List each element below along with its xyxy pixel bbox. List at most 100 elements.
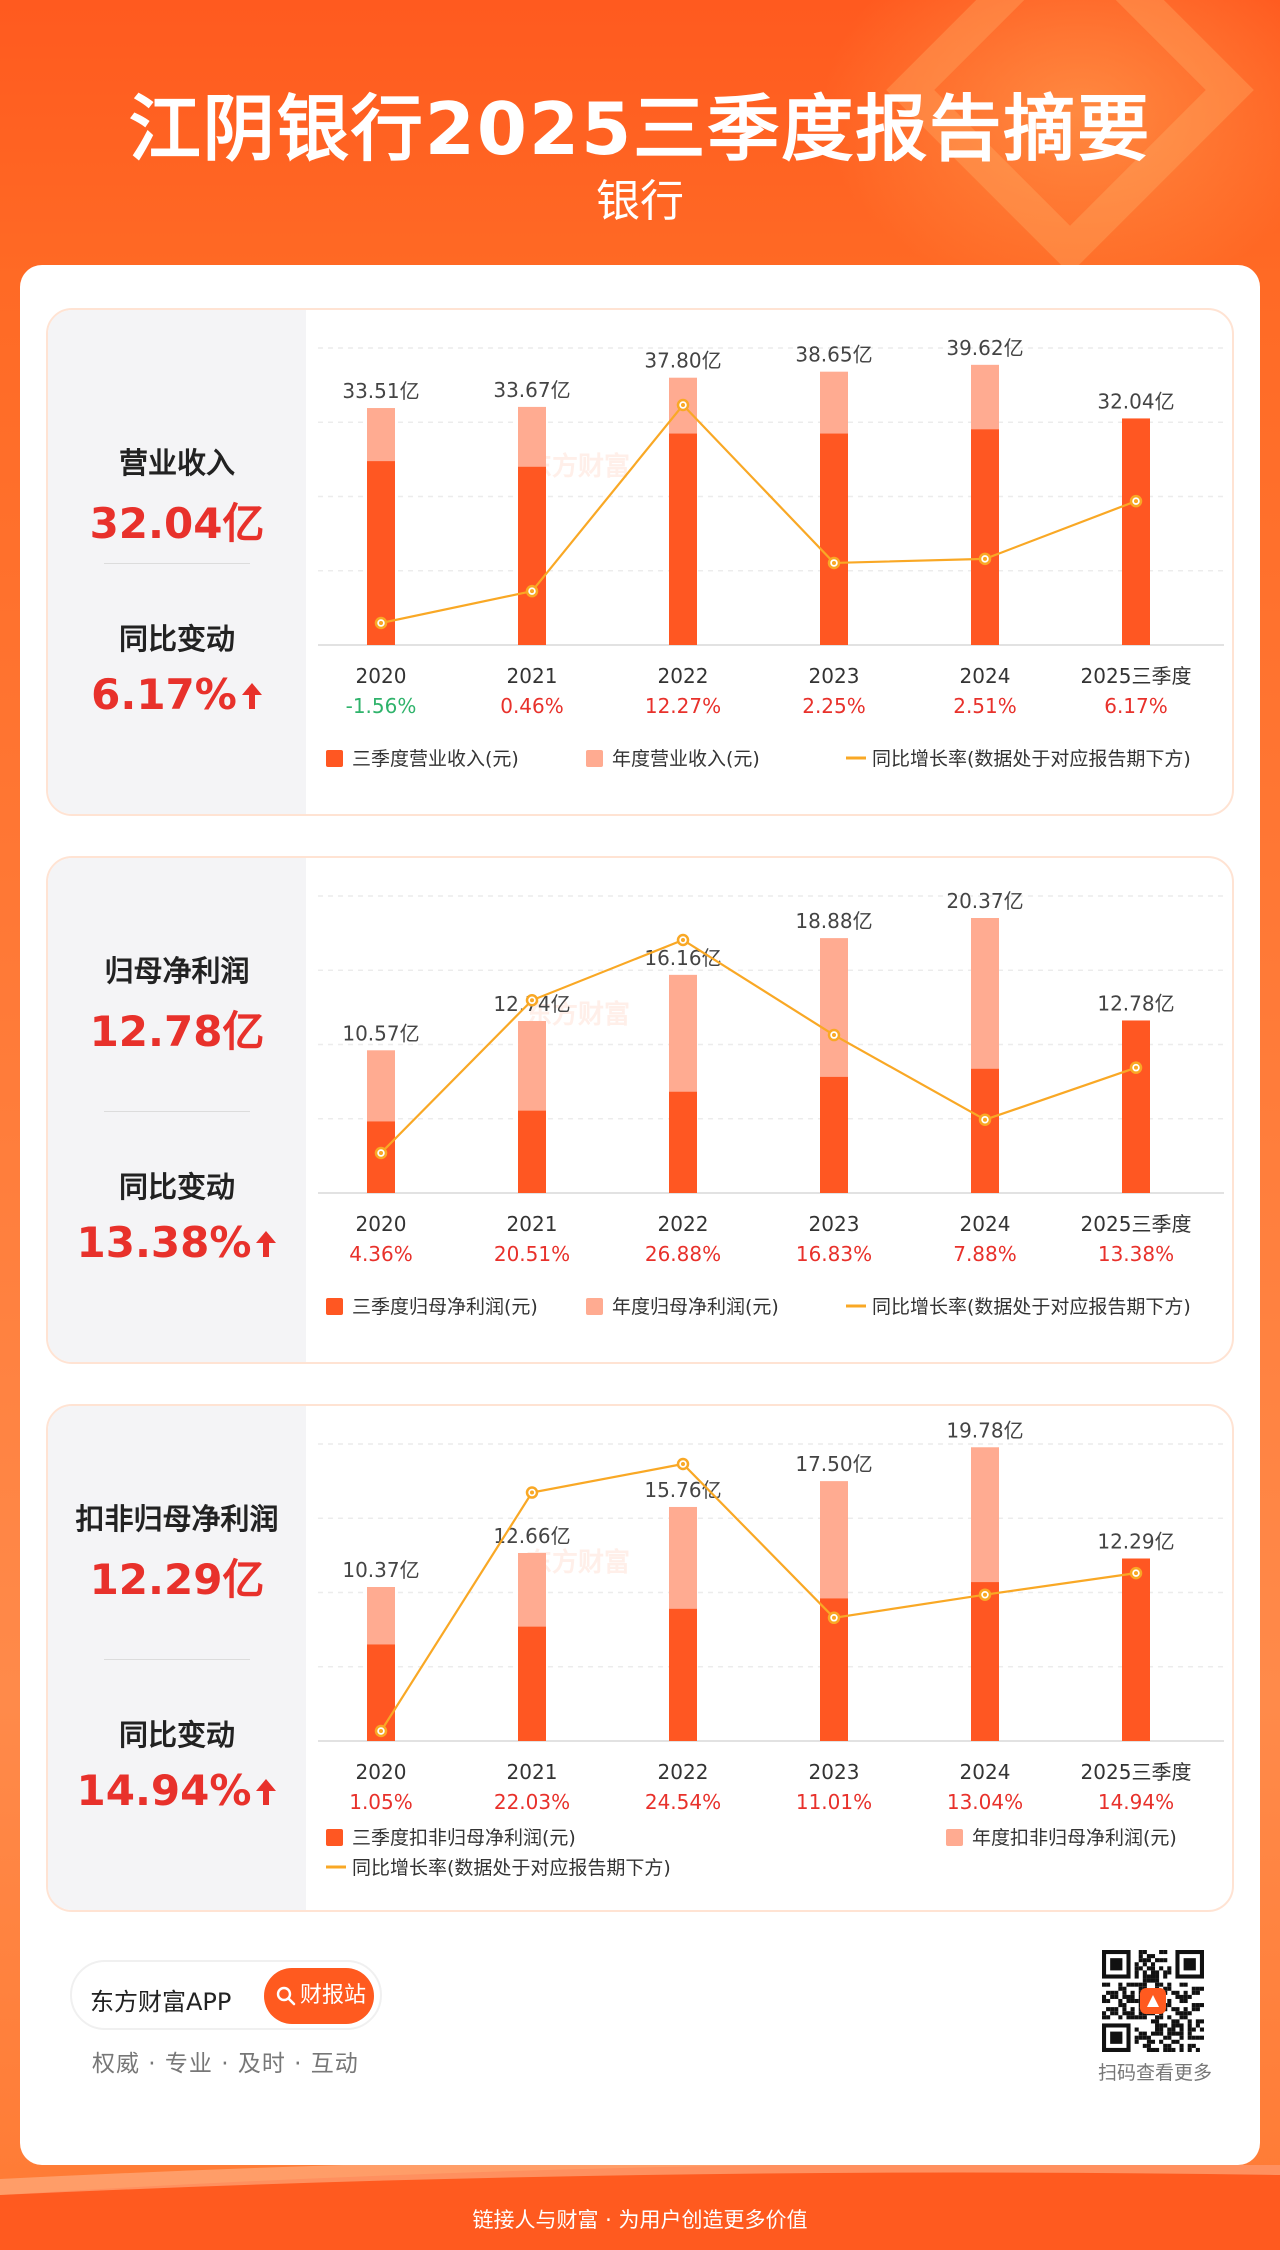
bar-value-label: 12.78亿	[1097, 991, 1174, 1015]
growth-line	[380, 938, 1137, 1154]
qr-module	[1187, 2047, 1192, 2052]
qr-module	[1146, 2039, 1151, 2044]
qr-module	[1167, 1982, 1172, 1987]
kpi-panel: 归母净利润 12.78亿 同比变动 13.38%	[48, 858, 306, 1362]
qr-code-icon[interactable]	[1102, 1950, 1204, 2052]
qr-module	[1159, 1982, 1164, 1987]
qr-module	[1199, 1986, 1204, 1991]
qr-module	[1102, 1994, 1107, 1999]
qr-module	[1146, 2047, 1151, 2052]
change-value: 14.94%	[76, 1766, 252, 1815]
card-revenue: 营业收入 32.04亿 同比变动 6.17% 东方财富 33.51亿 2020 -1.…	[46, 308, 1234, 816]
growth-rate-label: 16.83%	[796, 1242, 872, 1266]
change-value: 6.17%	[91, 670, 237, 719]
qr-module	[1187, 2035, 1192, 2040]
qr-module	[1159, 1950, 1164, 1955]
legend-label: 三季度营业收入(元)	[352, 748, 519, 770]
qr-module	[1142, 1978, 1147, 1983]
qr-module	[1191, 2035, 1196, 2040]
kpi-label: 营业收入	[118, 446, 235, 480]
arrow-up-icon	[256, 1231, 277, 1257]
x-tick-label: 2024	[960, 1212, 1011, 1236]
qr-module	[1195, 2019, 1200, 2024]
growth-rate-label: 13.38%	[1098, 1242, 1174, 1266]
qr-module	[1155, 2015, 1160, 2020]
qr-module	[1134, 1966, 1139, 1971]
qr-module	[1191, 2003, 1196, 2008]
qr-module	[1134, 1998, 1139, 2004]
qr-module	[1134, 2015, 1139, 2020]
qr-module	[1191, 2007, 1196, 2012]
qr-module	[1179, 2023, 1184, 2028]
bar-value-label: 38.65亿	[795, 343, 872, 367]
growth-point-core	[530, 1490, 534, 1495]
x-tick-label: 2022	[658, 664, 709, 688]
qr-module	[1114, 2007, 1119, 2012]
bar-q3	[518, 1626, 546, 1741]
qr-module	[1195, 1990, 1200, 1995]
growth-point-core	[530, 998, 534, 1003]
qr-module	[1195, 2023, 1200, 2028]
x-tick-label: 2020	[356, 1760, 407, 1784]
growth-point-core	[530, 589, 534, 594]
qr-module	[1159, 1966, 1164, 1971]
qr-logo-mark	[1147, 1995, 1159, 2007]
bar-value-label: 33.67亿	[493, 378, 570, 402]
x-tick-label: 2022	[658, 1212, 709, 1236]
qr-module	[1142, 2031, 1147, 2036]
qr-module	[1159, 2023, 1164, 2028]
qr-module	[1138, 1986, 1143, 1991]
qr-module	[1150, 1954, 1156, 1959]
qr-module	[1179, 2027, 1184, 2032]
report-station-button[interactable]: 财报站	[264, 1968, 374, 2024]
qr-module	[1150, 2031, 1156, 2036]
app-pill[interactable]: 东方财富APP 财报站	[70, 1960, 382, 2030]
growth-line	[380, 403, 1137, 625]
qr-module	[1155, 1978, 1160, 1983]
bar-value-label: 15.76亿	[644, 1478, 721, 1502]
qr-module	[1102, 2015, 1107, 2020]
qr-module	[1134, 2027, 1139, 2032]
qr-module	[1199, 2035, 1204, 2040]
qr-module	[1155, 2027, 1160, 2032]
growth-rate-label: 7.88%	[953, 1242, 1017, 1266]
qr-module	[1175, 1994, 1180, 1999]
qr-module	[1134, 1982, 1139, 1987]
chart-deducted-net-profit: 东方财富 10.37亿 2020 1.05% 12.66亿 2021 22.03% 15.76…	[306, 1406, 1232, 1910]
chart-revenue: 东方财富 33.51亿 2020 -1.56% 33.67亿 2021 0.46% 37.80…	[306, 310, 1232, 814]
qr-module	[1179, 2031, 1184, 2036]
x-tick-label: 2021	[507, 1760, 558, 1784]
qr-module	[1163, 2047, 1168, 2052]
growth-rate-label: 13.04%	[947, 1790, 1023, 1814]
growth-rate-label: 20.51%	[494, 1242, 570, 1266]
qr-module	[1163, 2023, 1168, 2028]
qr-module	[1175, 2007, 1180, 2012]
qr-module	[1171, 2031, 1176, 2036]
qr-module	[1163, 1974, 1168, 1979]
growth-rate-label: 22.03%	[494, 1790, 570, 1814]
growth-point-core	[681, 403, 685, 407]
qr-module	[1102, 2011, 1107, 2016]
qr-module	[1106, 1998, 1111, 2004]
bottom-wave	[0, 2165, 1280, 2250]
qr-module	[1187, 2019, 1192, 2024]
bar-value-label: 10.57亿	[342, 1021, 419, 1045]
bar-q3	[1122, 418, 1150, 645]
bar-q3	[669, 1091, 697, 1193]
qr-module	[1155, 1982, 1160, 1987]
qr-module	[1134, 1962, 1139, 1967]
qr-module	[1142, 2015, 1147, 2020]
qr-module	[1163, 1986, 1168, 1991]
growth-rate-label: 1.05%	[349, 1790, 413, 1814]
growth-rate-label: 2.51%	[953, 694, 1017, 718]
qr-module	[1138, 1950, 1143, 1955]
bar-q3	[971, 1068, 999, 1193]
chart-svg: 东方财富33.51亿2020-1.56%33.67亿20210.46%37.80…	[318, 336, 1224, 770]
qr-module	[1179, 2011, 1184, 2016]
growth-rate-label: 12.27%	[645, 694, 721, 718]
legend-label: 同比增长率(数据处于对应报告期下方)	[352, 1857, 671, 1879]
bar-q3	[971, 429, 999, 645]
growth-point-core	[1134, 1065, 1138, 1070]
qr-module	[1187, 1994, 1192, 1999]
search-icon	[276, 1986, 296, 2006]
